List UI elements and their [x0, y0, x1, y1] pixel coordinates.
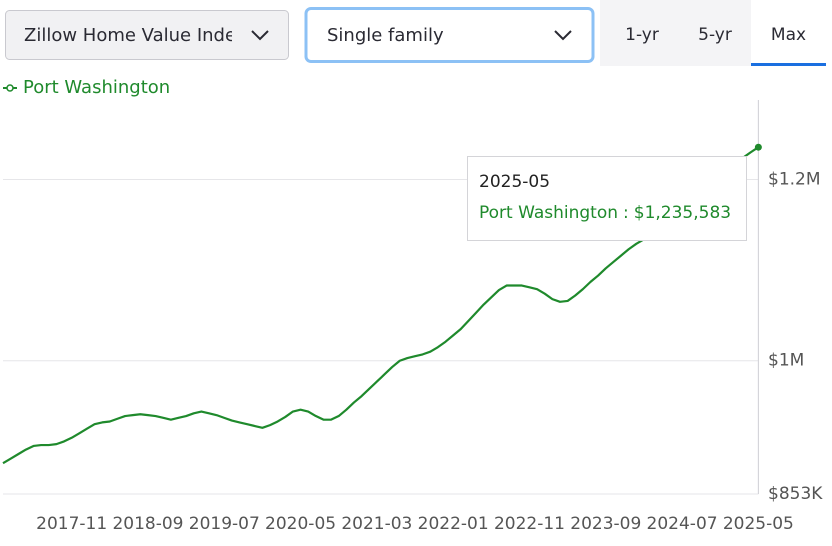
tooltip-box	[467, 156, 747, 241]
x-tick-label: 2019-07	[189, 514, 260, 534]
legend: Port Washington	[3, 77, 170, 98]
type-dropdown[interactable]: Single family	[304, 7, 595, 63]
dropdown-label[interactable]: Single family	[327, 25, 444, 46]
y-tick-label: $1M	[768, 351, 804, 371]
y-tick-label: $853K	[768, 484, 823, 504]
range-underline	[751, 63, 826, 66]
dropdown-box[interactable]	[5, 10, 289, 60]
chevron	[554, 30, 572, 41]
dropdown-label[interactable]: Zillow Home Value Inde	[24, 25, 236, 46]
legend-marker	[6, 84, 14, 92]
tooltip-amount: $1,235,583	[634, 203, 731, 223]
x-tick-label: 2021-03	[341, 514, 412, 534]
x-tick-label: 2022-11	[494, 514, 565, 534]
y-tick-label: $1.2M	[768, 169, 821, 189]
hover-point	[754, 143, 762, 151]
x-tick-label: 2020-05	[265, 514, 336, 534]
x-tick-label: 2023-09	[570, 514, 641, 534]
x-tick-label: 2018-09	[112, 514, 183, 534]
tooltip-series: Port Washington	[479, 203, 618, 223]
plot: $853K $1M $1.2M 2017-11 2018-09 2019-07 2020-0…	[2, 100, 823, 534]
tooltip-separator: :	[623, 203, 629, 223]
x-tick-label: 2025-05	[723, 514, 794, 534]
tooltip-value: Port Washington: $1,235,583	[479, 203, 731, 223]
legend-label: Port Washington	[23, 77, 170, 98]
range-button[interactable]: Max	[771, 25, 806, 45]
series-line	[2, 146, 759, 465]
tooltip: 2025-05 Port Washington: $1,235,583	[467, 156, 747, 241]
range-button[interactable]: 1-yr	[625, 25, 659, 45]
range-button[interactable]: 5-yr	[698, 25, 732, 45]
index-dropdown[interactable]: Zillow Home Value Inde	[5, 10, 289, 60]
x-tick-label: 2017-11	[36, 514, 107, 534]
chevron	[251, 30, 269, 41]
x-tick-label: 2024-07	[647, 514, 718, 534]
range-buttons: 1-yr 5-yr Max	[625, 0, 826, 66]
tooltip-date: 2025-05	[479, 172, 550, 192]
x-tick-label: 2022-01	[418, 514, 489, 534]
range-selected-bg	[751, 0, 826, 66]
dropdown-box[interactable]	[304, 7, 595, 63]
dropdown-cover	[232, 12, 286, 58]
